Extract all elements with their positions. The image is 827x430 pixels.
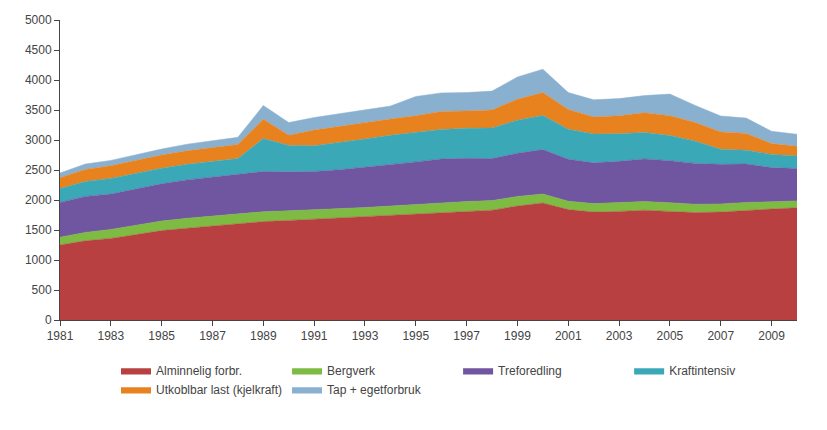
svg-text:2005: 2005: [657, 329, 684, 343]
svg-text:2007: 2007: [707, 329, 734, 343]
svg-text:2001: 2001: [555, 329, 582, 343]
svg-text:4500: 4500: [25, 43, 52, 57]
svg-text:Utkoblbar last (kjelkraft): Utkoblbar last (kjelkraft): [156, 383, 282, 397]
svg-text:Bergverk: Bergverk: [327, 364, 376, 378]
svg-text:500: 500: [32, 283, 52, 297]
svg-text:2003: 2003: [606, 329, 633, 343]
svg-text:5000: 5000: [25, 13, 52, 27]
svg-text:1995: 1995: [402, 329, 429, 343]
svg-text:1500: 1500: [25, 223, 52, 237]
svg-text:1997: 1997: [453, 329, 480, 343]
svg-text:Tap + egetforbruk: Tap + egetforbruk: [327, 383, 422, 397]
svg-text:Alminnelig forbr.: Alminnelig forbr.: [156, 364, 242, 378]
svg-text:Kraftintensiv: Kraftintensiv: [669, 364, 735, 378]
svg-text:1989: 1989: [250, 329, 277, 343]
svg-text:1999: 1999: [504, 329, 531, 343]
svg-text:1991: 1991: [301, 329, 328, 343]
svg-text:2009: 2009: [758, 329, 785, 343]
svg-text:2500: 2500: [25, 163, 52, 177]
svg-text:1987: 1987: [199, 329, 226, 343]
svg-text:3500: 3500: [25, 103, 52, 117]
svg-text:Treforedling: Treforedling: [498, 364, 562, 378]
svg-text:4000: 4000: [25, 73, 52, 87]
svg-text:0: 0: [45, 313, 52, 327]
svg-text:1000: 1000: [25, 253, 52, 267]
svg-text:1993: 1993: [352, 329, 379, 343]
svg-text:2000: 2000: [25, 193, 52, 207]
svg-text:1983: 1983: [97, 329, 124, 343]
svg-text:1981: 1981: [47, 329, 74, 343]
svg-text:3000: 3000: [25, 133, 52, 147]
svg-text:1985: 1985: [148, 329, 175, 343]
